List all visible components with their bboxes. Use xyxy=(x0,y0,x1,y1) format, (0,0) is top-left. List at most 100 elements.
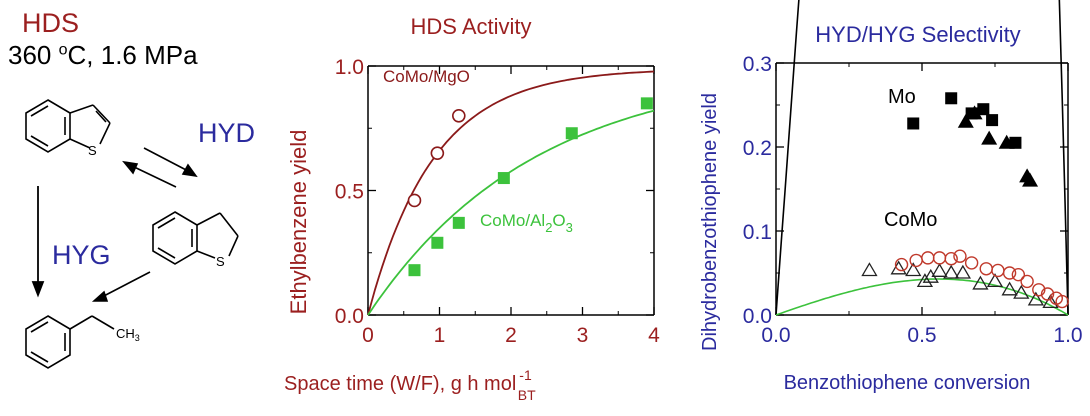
chart1-xlabel-sub: BT xyxy=(518,387,536,403)
data-point-mo-triangle xyxy=(966,105,983,120)
dihydro-sulfur: S xyxy=(216,254,225,269)
data-point-como-circle xyxy=(979,262,993,276)
y-tick-label: 0.3 xyxy=(743,53,772,76)
data-point-como-triangle xyxy=(861,262,878,277)
data-point-mgo xyxy=(407,193,422,208)
data-point-al2o3 xyxy=(452,216,465,229)
chart2-annotation-mo: Mo xyxy=(888,86,916,108)
data-point-como-triangle xyxy=(943,264,960,279)
y-tick-label: 0.0 xyxy=(743,305,772,328)
conditions-rest: C, 1.6 MPa xyxy=(67,40,198,70)
y-tick-label: 0.5 xyxy=(335,181,364,204)
data-point-como-triangle xyxy=(916,273,934,288)
y-tick-label: 0.2 xyxy=(743,137,772,160)
chart1-ylabel: Ethylbenzene yield xyxy=(286,130,311,315)
y-tick-label: 1.0 xyxy=(335,56,364,79)
ch3-subscript: 3 xyxy=(135,333,140,343)
chart2-annotation-como: CoMo xyxy=(884,209,937,231)
data-point-como-circle xyxy=(953,249,967,263)
al2o3-sub2: 2 xyxy=(545,220,552,235)
data-point-como-circle xyxy=(1040,287,1055,301)
chart2-data-points xyxy=(861,92,1069,309)
data-point-como-triangle xyxy=(1042,294,1059,309)
data-point-al2o3 xyxy=(408,264,421,277)
chart1-series-label-mgo: CoMo/MgO xyxy=(383,67,470,86)
chart2-fit-lines xyxy=(775,0,1069,316)
data-point-como-circle xyxy=(1055,294,1069,309)
chart1-xlabel-main: Space time (W/F), g h mol xyxy=(284,373,516,395)
data-point-como-circle xyxy=(932,251,947,265)
fit-line-al2o3 xyxy=(367,109,655,316)
data-point-como-circle xyxy=(921,251,935,265)
data-point-como-circle xyxy=(1032,283,1046,297)
data-point-mo-triangle xyxy=(998,134,1015,149)
ethylbenzene-structure xyxy=(25,315,115,369)
data-point-mgo xyxy=(430,146,445,160)
benzothiophene-structure xyxy=(25,99,111,153)
data-point-como-triangle xyxy=(890,260,907,275)
data-point-como-triangle xyxy=(986,273,1004,288)
data-point-como-triangle xyxy=(954,264,972,279)
chart2-axes xyxy=(775,62,1069,316)
data-point-mo-square xyxy=(986,114,999,127)
x-tick-label: 1.0 xyxy=(1053,324,1082,347)
equilibrium-arrows xyxy=(122,147,198,188)
x-tick-label: 0 xyxy=(362,324,374,347)
data-point-mo-square xyxy=(907,117,920,130)
chart1-tick-labels: 0 1 2 3 40.00.51.0 xyxy=(335,56,660,347)
data-point-como-triangle xyxy=(1001,281,1018,296)
x-tick-label: 3 xyxy=(577,324,589,347)
data-point-mo-triangle xyxy=(1022,172,1039,187)
chart1-xlabel: Space time (W/F), g h mol -1 BT xyxy=(284,367,536,403)
data-point-mo-triangle xyxy=(981,130,998,145)
data-point-al2o3 xyxy=(497,172,510,185)
data-point-como-triangle xyxy=(1013,284,1030,299)
data-point-mo-square xyxy=(977,103,990,116)
chart2-tick-labels: 0.0 0.5 1.0 0.0 0.1 0.2 0.3 xyxy=(743,53,1083,347)
data-point-como-circle xyxy=(894,257,909,272)
chart1-series-label-al2o3: CoMo/Al2O3 xyxy=(480,211,573,235)
data-point-como-triangle xyxy=(905,262,922,277)
chart2-xlabel: Benzothiophene conversion xyxy=(784,372,1031,394)
data-point-como-triangle xyxy=(1027,291,1045,306)
data-point-mo-triangle xyxy=(957,113,974,128)
data-point-al2o3 xyxy=(640,97,653,110)
data-point-como-circle xyxy=(1020,274,1034,289)
chart2-title: HYD/HYG Selectivity xyxy=(815,22,1020,47)
dihydrobenzothiophene-structure xyxy=(152,211,239,265)
al2o3-part1: CoMo/Al xyxy=(480,211,545,230)
data-point-como-circle xyxy=(944,252,958,266)
scheme-title: HDS xyxy=(22,8,80,38)
data-point-como-triangle xyxy=(931,263,948,277)
data-point-como-triangle xyxy=(972,275,989,290)
benzothiophene-sulfur: S xyxy=(88,143,97,158)
reaction-conditions: 360 oC, 1.6 MPa xyxy=(8,40,198,71)
x-tick-label: 0.5 xyxy=(907,324,936,347)
data-point-mo-square xyxy=(945,92,958,105)
x-tick-label: 0.0 xyxy=(761,324,790,347)
hyg-arrow xyxy=(31,186,45,298)
hyd-pathway-label: HYD xyxy=(198,118,256,148)
data-point-mgo xyxy=(452,109,466,123)
data-point-como-circle xyxy=(964,256,979,270)
data-point-como-circle xyxy=(909,253,923,268)
degree-symbol: o xyxy=(58,41,68,59)
dbt-to-eb-arrow xyxy=(91,271,151,302)
fit-curve-mo xyxy=(775,0,1069,316)
x-tick-label: 1 xyxy=(434,324,446,347)
chart1-data-points xyxy=(407,97,653,277)
al2o3-sub3: 3 xyxy=(566,220,573,235)
x-tick-label: 2 xyxy=(505,324,517,347)
al2o3-part2: O xyxy=(552,211,565,230)
chart1-axes xyxy=(367,65,655,316)
chart2-ylabel: Dihydrobenzothiophene yield xyxy=(699,93,721,351)
data-point-como-circle xyxy=(1002,266,1017,280)
data-point-como-circle xyxy=(991,263,1005,278)
chart1-fit-lines xyxy=(367,70,655,316)
data-point-al2o3 xyxy=(431,236,444,249)
y-tick-label: 0.0 xyxy=(335,305,364,328)
methyl-group: CH3 xyxy=(116,326,140,343)
